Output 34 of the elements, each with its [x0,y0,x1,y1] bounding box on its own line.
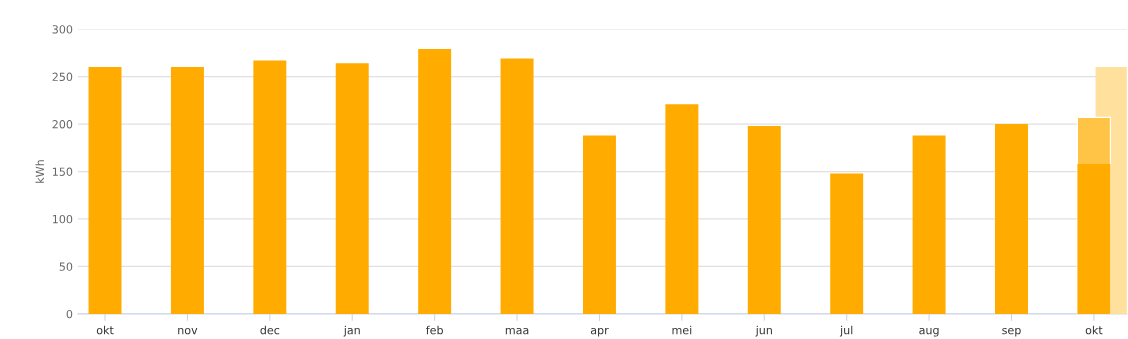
x-tick-label: jul [839,325,853,337]
y-tick-label: 250 [52,72,73,81]
bar [665,104,699,314]
x-tick-label: maa [505,327,529,335]
y-axis-title: kWh [35,160,44,183]
x-tick-label: feb [426,325,443,335]
bar [88,67,122,314]
y-tick-label: 50 [59,262,73,271]
bar [1077,163,1111,314]
x-tick-label: okt [96,325,114,335]
x-tick-label: apr [590,327,609,337]
bar [335,63,369,314]
y-tick-label: 150 [52,167,73,176]
bar [500,58,534,314]
bar [747,125,781,314]
x-tick-label: jun [755,325,772,337]
x-tick-label: mei [672,325,692,335]
bar [253,60,287,314]
x-tick-label: jan [343,325,360,337]
bar [582,135,616,314]
bar [912,135,946,314]
y-tick-label: 0 [66,309,73,319]
y-tick-label: 200 [52,120,73,129]
bar [170,67,204,314]
x-tick-label: aug [919,327,939,337]
x-tick-label: dec [260,325,280,335]
x-tick-label: okt [1085,325,1103,335]
y-tick-label: 100 [52,214,73,224]
x-tick-label: nov [178,327,198,335]
y-tick-label: 300 [52,25,73,34]
x-tick-label: sep [1002,327,1021,337]
bar [830,173,864,314]
bar [995,124,1028,314]
bar [418,49,452,314]
